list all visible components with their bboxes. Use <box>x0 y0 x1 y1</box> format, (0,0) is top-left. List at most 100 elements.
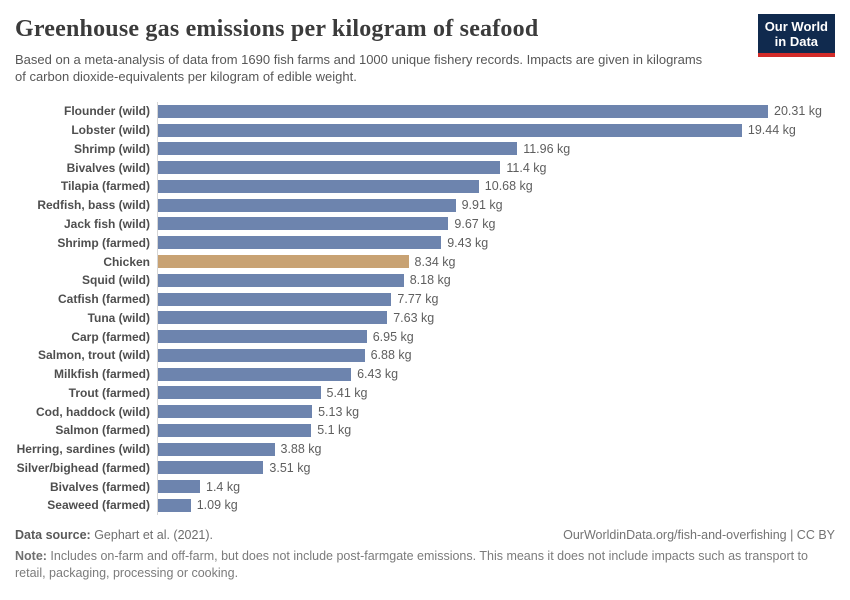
header: Greenhouse gas emissions per kilogram of… <box>15 12 835 85</box>
category-label-cell: Salmon (farmed) <box>15 421 157 440</box>
category-label-cell: Salmon, trout (wild) <box>15 346 157 365</box>
footer-note: Note: Includes on-farm and off-farm, but… <box>15 548 835 582</box>
bar <box>158 123 742 137</box>
bar <box>158 142 518 156</box>
bar <box>158 273 404 287</box>
value-label: 10.68 kg <box>484 179 533 194</box>
category-label: Cod, haddock (wild) <box>36 404 150 419</box>
category-label-cell: Carp (farmed) <box>15 327 157 346</box>
plot-cell: 9.67 kg <box>157 214 835 234</box>
value-label: 20.31 kg <box>774 104 822 119</box>
bar <box>158 498 191 512</box>
chart-row: Herring, sardines (wild) 3.88 kg <box>15 439 835 459</box>
chart-row: Shrimp (wild) 11.96 kg <box>15 139 835 159</box>
value-label: 19.44 kg <box>747 123 796 138</box>
chart-row: Tilapia (farmed) 10.68 kg <box>15 177 835 196</box>
chart-row: Shrimp (farmed) 9.43 kg <box>15 233 835 253</box>
category-label: Flounder (wild) <box>64 104 150 119</box>
value-label: 11.4 kg <box>506 160 547 175</box>
category-label: Milkfish (farmed) <box>53 367 150 382</box>
bar-chart: Flounder (wild) 20.31 kg Lobster (wild) … <box>15 102 835 515</box>
chart-row: Redfish, bass (wild) 9.91 kg <box>15 195 835 215</box>
category-label-cell: Silver/bighead (farmed) <box>15 459 157 478</box>
chart-row: Silver/bighead (farmed) 3.51 kg <box>15 458 835 478</box>
chart-row: Milkfish (farmed) 6.43 kg <box>15 364 835 384</box>
plot-cell: 3.51 kg <box>157 458 835 478</box>
owid-logo: Our World in Data <box>757 14 835 57</box>
chart-row: Catfish (farmed) 7.77 kg <box>15 289 835 309</box>
data-source: Data source: Gephart et al. (2021). <box>15 527 213 543</box>
chart-row: Bivalves (wild) 11.4 kg <box>15 158 835 178</box>
bar <box>158 330 367 344</box>
category-label: Tilapia (farmed) <box>60 179 150 194</box>
category-label: Salmon (farmed) <box>55 423 150 438</box>
plot-cell: 1.4 kg <box>157 477 835 497</box>
category-label: Salmon, trout (wild) <box>38 348 150 363</box>
chart-row: Squid (wild) 8.18 kg <box>15 270 835 290</box>
plot-cell: 8.34 kg <box>157 252 835 271</box>
data-source-label: Data source: <box>15 527 91 542</box>
value-label: 1.4 kg <box>206 479 241 494</box>
bar <box>158 161 501 175</box>
bar <box>158 236 442 250</box>
category-label-cell: Milkfish (farmed) <box>15 365 157 384</box>
chart-row: Seaweed (farmed) 1.09 kg <box>15 496 835 515</box>
category-label: Catfish (farmed) <box>57 292 150 307</box>
owid-logo-line1: Our World <box>764 19 828 34</box>
page-title: Greenhouse gas emissions per kilogram of… <box>15 16 539 42</box>
plot-cell: 11.4 kg <box>157 158 835 178</box>
category-label: Herring, sardines (wild) <box>16 442 150 457</box>
category-label: Carp (farmed) <box>71 329 150 344</box>
plot-cell: 5.13 kg <box>157 402 835 422</box>
data-source-value: Gephart et al. (2021). <box>90 527 214 542</box>
bar <box>158 104 768 118</box>
category-label-cell: Bivalves (wild) <box>15 158 157 177</box>
chart-row: Salmon (farmed) 5.1 kg <box>15 421 835 440</box>
bar <box>158 480 200 494</box>
chart-row: Flounder (wild) 20.31 kg <box>15 102 835 121</box>
plot-cell: 11.96 kg <box>157 139 835 159</box>
chart-page: Greenhouse gas emissions per kilogram of… <box>15 12 835 582</box>
value-label: 9.43 kg <box>447 235 489 250</box>
value-label: 5.1 kg <box>317 423 352 438</box>
plot-cell: 6.95 kg <box>157 327 835 346</box>
category-label: Lobster (wild) <box>71 123 150 138</box>
plot-cell: 5.1 kg <box>157 421 835 440</box>
bar <box>158 423 312 437</box>
plot-cell: 8.18 kg <box>157 270 835 290</box>
category-label: Bivalves (wild) <box>66 160 150 175</box>
footer-source-row: Data source: Gephart et al. (2021). OurW… <box>15 527 835 543</box>
owid-url-license: OurWorldinData.org/fish-and-overfishing … <box>563 527 835 542</box>
plot-cell: 6.88 kg <box>157 345 835 365</box>
bar <box>158 198 456 212</box>
bar <box>158 442 275 456</box>
category-label-cell: Tilapia (farmed) <box>15 177 157 196</box>
plot-cell: 3.88 kg <box>157 439 835 459</box>
bar <box>158 461 264 475</box>
chart-row: Tuna (wild) 7.63 kg <box>15 308 835 328</box>
value-label: 7.63 kg <box>393 310 435 325</box>
chart-row: Jack fish (wild) 9.67 kg <box>15 214 835 234</box>
value-label: 7.77 kg <box>397 292 439 307</box>
category-label: Tuna (wild) <box>87 310 150 325</box>
bar <box>158 255 409 268</box>
value-label: 6.88 kg <box>370 348 412 363</box>
plot-cell: 10.68 kg <box>157 177 835 196</box>
category-label: Seaweed (farmed) <box>47 498 150 513</box>
category-label-cell: Jack fish (wild) <box>15 215 157 234</box>
value-label: 6.95 kg <box>372 329 414 344</box>
bar <box>158 348 365 362</box>
category-label: Shrimp (wild) <box>74 141 150 156</box>
value-label: 3.88 kg <box>280 442 322 457</box>
category-label: Bivalves (farmed) <box>49 479 150 494</box>
category-label: Chicken <box>103 254 150 269</box>
category-label: Silver/bighead (farmed) <box>16 460 150 475</box>
value-label: 8.18 kg <box>409 273 451 288</box>
category-label: Redfish, bass (wild) <box>37 198 150 213</box>
value-label: 11.96 kg <box>523 141 571 156</box>
chart-row: Bivalves (farmed) 1.4 kg <box>15 477 835 497</box>
category-label: Trout (farmed) <box>68 385 150 400</box>
bar <box>158 217 449 231</box>
value-label: 8.34 kg <box>414 254 456 269</box>
plot-cell: 1.09 kg <box>157 496 835 515</box>
